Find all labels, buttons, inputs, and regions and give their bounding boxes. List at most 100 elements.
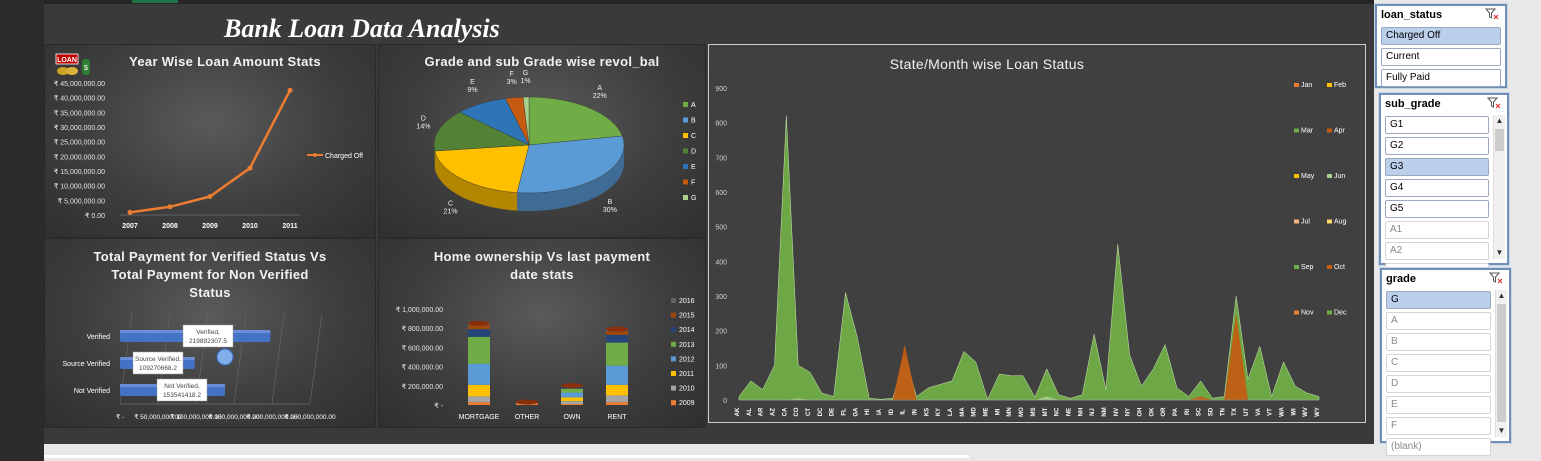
state-label: WI bbox=[1291, 408, 1297, 416]
pie-slice-c bbox=[434, 144, 530, 193]
legend-swatch bbox=[671, 312, 676, 318]
clear-filter-icon[interactable] bbox=[1484, 8, 1499, 20]
slicer-item-g3[interactable]: G3 bbox=[1385, 158, 1489, 176]
x-tick-label: 2009 bbox=[202, 223, 218, 230]
home-chart-panel[interactable]: Home ownership Vs last payment date stat… bbox=[378, 238, 706, 428]
slicer-item-grade-c[interactable]: C bbox=[1386, 354, 1491, 372]
pie-label-name: B bbox=[608, 199, 613, 206]
loan-status-slicer[interactable]: loan_status Charged Off Current Fully Pa… bbox=[1375, 4, 1507, 88]
state-label: NE bbox=[1066, 408, 1072, 416]
state-label: WV bbox=[1303, 407, 1309, 417]
legend-swatch bbox=[671, 385, 676, 391]
stack-segment-2015 bbox=[468, 325, 490, 330]
y-tick-label: 500 bbox=[715, 225, 727, 232]
slicer-item-grade-blank[interactable]: (blank) bbox=[1386, 438, 1491, 456]
state-label: VT bbox=[1268, 408, 1274, 416]
verify-chart-panel[interactable]: Total Payment for Verified Status Vs Tot… bbox=[44, 238, 376, 428]
state-label: MT bbox=[1043, 407, 1049, 416]
state-label: MN bbox=[1007, 407, 1013, 416]
x-tick-label: MORTGAGE bbox=[459, 414, 500, 421]
y-tick-label: ₹ 20,000,000.00 bbox=[54, 153, 105, 161]
slicer-item-a2[interactable]: A2 bbox=[1385, 242, 1489, 260]
stack-top bbox=[606, 326, 628, 332]
scroll-up-icon[interactable]: ▲ bbox=[1495, 116, 1504, 125]
state-label: AL bbox=[747, 408, 753, 416]
state-label: ID bbox=[889, 408, 895, 415]
y-tick-label: ₹ 15,000,000.00 bbox=[54, 168, 105, 176]
legend-label: G bbox=[691, 195, 696, 202]
slicer-item-g1[interactable]: G1 bbox=[1385, 116, 1489, 134]
pie-chart-panel[interactable]: Grade and sub Grade wise revol_bal A 22% B… bbox=[378, 44, 706, 238]
sub-grade-scrollbar[interactable]: ▲ ▼ bbox=[1493, 115, 1505, 259]
stack-segment-2012 bbox=[561, 392, 583, 398]
home-chart-title-2: date stats bbox=[510, 267, 574, 282]
grade-slicer[interactable]: grade G A B C D E F (blank) ▲ ▼ bbox=[1380, 268, 1511, 456]
stack-segment-2011 bbox=[561, 397, 583, 402]
slicer-item-g4[interactable]: G4 bbox=[1385, 179, 1489, 197]
slicer-item-grade-g[interactable]: G bbox=[1386, 291, 1491, 309]
line-point bbox=[247, 165, 253, 171]
state-label: OK bbox=[1149, 407, 1155, 417]
pie-chart-title: Grade and sub Grade wise revol_bal bbox=[424, 54, 660, 69]
pie-slice-g bbox=[522, 96, 530, 146]
slicer-item-g2[interactable]: G2 bbox=[1385, 137, 1489, 155]
stack-segment-2009 bbox=[561, 404, 583, 405]
pie-label-pct: 14% bbox=[416, 124, 430, 131]
slicer-item-fully-paid[interactable]: Fully Paid bbox=[1381, 69, 1501, 87]
legend-swatch bbox=[671, 327, 676, 333]
state-label: WY bbox=[1315, 407, 1321, 417]
state-label: FL bbox=[842, 408, 848, 416]
state-label: CO bbox=[794, 407, 800, 416]
scroll-thumb[interactable] bbox=[1497, 304, 1506, 422]
pie-slice-side bbox=[517, 145, 624, 212]
state-chart-panel[interactable]: State/Month wise Loan Status 900 800 700 60… bbox=[708, 44, 1366, 423]
legend-swatch bbox=[1327, 219, 1332, 224]
slicer-item-current[interactable]: Current bbox=[1381, 48, 1501, 66]
clear-filter-icon[interactable] bbox=[1488, 272, 1503, 284]
slicer-item-grade-e[interactable]: E bbox=[1386, 396, 1491, 414]
scroll-down-icon[interactable]: ▼ bbox=[1497, 426, 1506, 435]
state-label: VA bbox=[1256, 407, 1262, 416]
x-tick-label: RENT bbox=[607, 414, 627, 421]
grade-scrollbar[interactable]: ▲ ▼ bbox=[1495, 290, 1507, 437]
home-stacked-bar-chart: ₹ 1,000,000.00 ₹ 800,000.00 ₹ 600,000.00 ₹ … bbox=[396, 298, 695, 421]
slicer-item-g5[interactable]: G5 bbox=[1385, 200, 1489, 218]
line-point bbox=[127, 209, 133, 215]
y-tick-label: ₹ 25,000,000.00 bbox=[54, 139, 105, 147]
legend-label: C bbox=[691, 133, 696, 140]
state-label: DC bbox=[818, 407, 824, 416]
legend-swatch bbox=[671, 356, 676, 362]
stack-segment-2010 bbox=[606, 395, 628, 403]
slicer-item-grade-d[interactable]: D bbox=[1386, 375, 1491, 393]
slicer-item-a1[interactable]: A1 bbox=[1385, 221, 1489, 239]
slicer-item-grade-f[interactable]: F bbox=[1386, 417, 1491, 435]
scroll-thumb[interactable] bbox=[1495, 129, 1504, 151]
sub-grade-slicer[interactable]: sub_grade G1 G2 G3 G4 G5 A1 A2 A3 ▲ ▼ bbox=[1379, 93, 1509, 281]
slicer-item-charged-off[interactable]: Charged Off bbox=[1381, 27, 1501, 45]
state-label: IN bbox=[913, 409, 919, 415]
year-chart-panel[interactable]: LOAN $ Year Wise Loan Amount Stats ₹ 45,… bbox=[44, 44, 376, 238]
y-tick-label: ₹ 600,000.00 bbox=[402, 344, 444, 352]
stack-segment-2012 bbox=[468, 363, 490, 385]
legend-swatch bbox=[671, 298, 676, 303]
state-label: ME bbox=[984, 408, 990, 417]
slicer-item-grade-b[interactable]: B bbox=[1386, 333, 1491, 351]
pie-slice-a bbox=[528, 96, 623, 146]
legend-swatch bbox=[1327, 128, 1332, 133]
stack-segment-2011 bbox=[468, 384, 490, 397]
pie-label-name: E bbox=[470, 79, 475, 86]
callout-value: 219892307.5 bbox=[189, 338, 227, 345]
move-handle-icon bbox=[216, 348, 234, 366]
clear-filter-icon[interactable] bbox=[1486, 97, 1501, 109]
state-label: AR bbox=[759, 407, 765, 416]
pie-label-pct: 21% bbox=[444, 209, 458, 216]
scroll-up-icon[interactable]: ▲ bbox=[1497, 291, 1506, 300]
slicer-item-grade-a[interactable]: A bbox=[1386, 312, 1491, 330]
pie-slice-side bbox=[434, 151, 518, 211]
state-label: SD bbox=[1208, 407, 1214, 416]
legend-label: F bbox=[691, 180, 695, 187]
legend-swatch bbox=[671, 341, 676, 347]
grid-line bbox=[271, 313, 285, 405]
scroll-down-icon[interactable]: ▼ bbox=[1495, 248, 1504, 257]
legend-label: Nov bbox=[1301, 310, 1314, 317]
